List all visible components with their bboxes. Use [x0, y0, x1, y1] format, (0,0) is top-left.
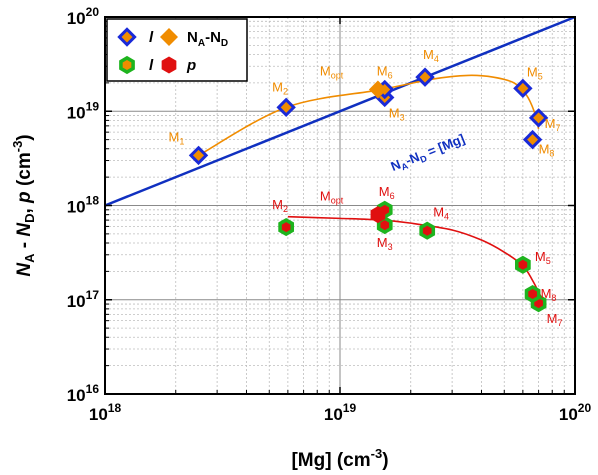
point-p-m5-core — [518, 259, 528, 270]
legend: l NA-ND l p — [106, 18, 248, 82]
x-axis-title: [Mg] (cm-3) — [291, 446, 388, 471]
point-p-m3-core — [380, 220, 390, 231]
point-na-nd-m8-core — [527, 134, 539, 146]
label-na-nd-m6: M6 — [377, 64, 393, 81]
fit-curve-na-nd — [198, 74, 540, 157]
data-points — [188, 67, 549, 313]
point-na-nd-m5-core — [517, 82, 529, 94]
label-p-mopt: Mopt — [320, 189, 344, 206]
axis-titles: [Mg] (cm-3) NA - ND, p (cm-3) — [10, 134, 389, 471]
label-p-m3: M3 — [377, 235, 393, 252]
point-na-nd-m1-core — [193, 149, 205, 161]
point-p-m2-core — [281, 222, 291, 233]
label-na-nd-m7: M7 — [545, 116, 561, 133]
point-p-m8-core — [528, 289, 537, 300]
x-tick-label: 1018 — [89, 401, 122, 424]
label-na-nd-m1: M1 — [169, 129, 185, 146]
y-tick-label: 1020 — [67, 5, 100, 28]
legend-label-p: p — [186, 57, 196, 74]
label-p-m7: M7 — [547, 311, 563, 328]
fit-curves — [198, 74, 543, 299]
legend-marker-filled-hexagon — [161, 56, 177, 74]
y-tick-label: 1017 — [67, 288, 100, 311]
label-na-nd-mopt: Mopt — [320, 64, 344, 81]
point-labels: M1 M2 M3 M4 M5 M6 M7 M8 Mopt M2 M3 M4 M5 M6 M7 M8 Mopt — [169, 47, 563, 328]
label-na-nd-m3: M3 — [389, 105, 405, 122]
point-na-nd-m7-core — [533, 112, 545, 124]
label-p-m5: M5 — [535, 249, 551, 266]
grid — [105, 17, 575, 394]
point-na-nd-mopt-filled — [368, 80, 387, 99]
point-na-nd-m2-core — [280, 101, 292, 113]
point-na-nd-m4-core — [419, 71, 431, 83]
axis-ticks: 1018 1019 1020 1016 1017 1018 1019 1020 — [67, 5, 592, 424]
legend-italic-2: l — [149, 57, 154, 74]
label-na-nd-m2: M2 — [272, 79, 288, 96]
y-tick-label: 1016 — [67, 382, 100, 405]
label-p-m6: M6 — [379, 184, 395, 201]
legend-marker-open-hexagon-core — [122, 60, 132, 70]
legend-marker-open-diamond-core — [121, 31, 133, 43]
reference-line-label: NA-ND = [Mg] — [389, 131, 468, 176]
point-p-mopt-filled — [370, 206, 386, 224]
label-p-m8: M8 — [541, 286, 557, 303]
y-axis-title: NA - ND, p (cm-3) — [10, 134, 37, 276]
y-tick-label: 1019 — [67, 99, 100, 122]
point-p-m4-core — [422, 225, 432, 236]
x-tick-label: 1020 — [559, 401, 592, 424]
label-p-m4: M4 — [433, 205, 449, 222]
label-p-m2: M2 — [272, 197, 288, 214]
x-tick-label: 1019 — [324, 401, 357, 424]
reference-line — [104, 15, 576, 207]
fit-curve-p — [287, 215, 543, 299]
label-na-nd-m8: M8 — [539, 142, 555, 159]
label-na-nd-m5: M5 — [527, 64, 543, 81]
legend-marker-filled-diamond — [160, 28, 178, 46]
y-tick-label: 1018 — [67, 194, 100, 217]
legend-label-na-nd: NA-ND — [187, 29, 228, 49]
label-na-nd-m4: M4 — [423, 47, 439, 64]
legend-italic-1: l — [149, 29, 154, 46]
